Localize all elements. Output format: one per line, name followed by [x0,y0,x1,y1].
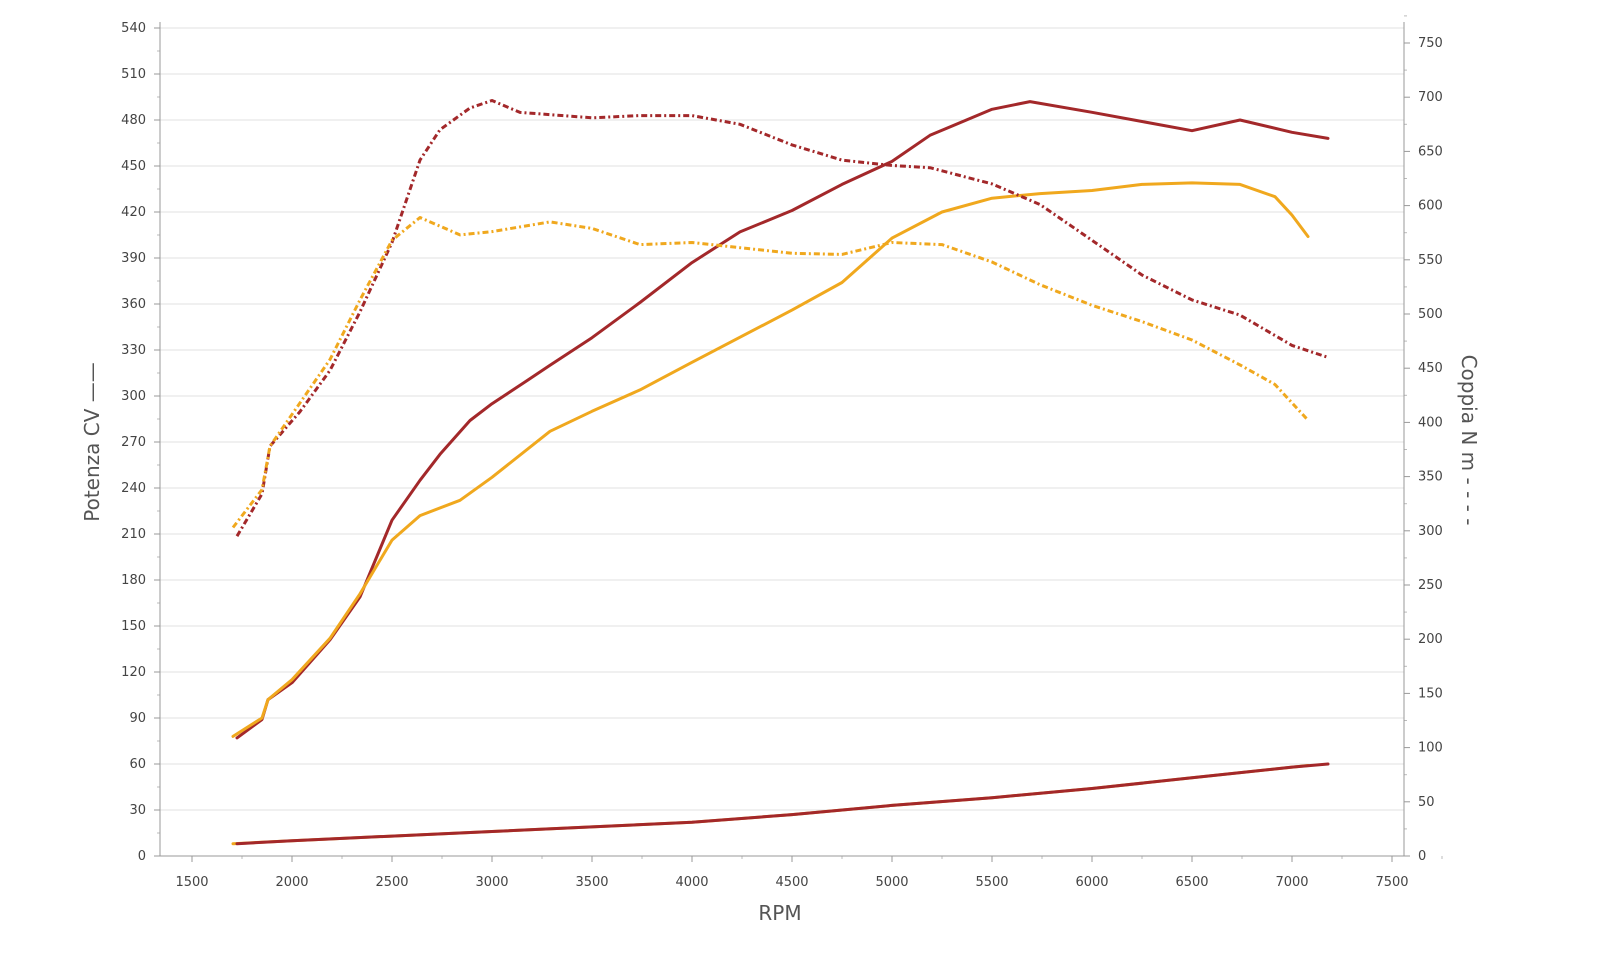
y-right-tick-label: 400 [1418,415,1443,430]
axes: 0 30 60 90 120 150 180 210 240 270 300 330 360 390 420… [121,15,1443,890]
y-left-tick-label: 210 [121,527,146,542]
x-tick-label: 4500 [775,875,808,890]
y-right-tick-label: 0 [1418,849,1426,864]
x-tick-label: 6000 [1075,875,1108,890]
y-left-tick-label: 270 [121,435,146,450]
y-right-tick-label: 600 [1418,199,1443,214]
x-tick-label: 5000 [875,875,908,890]
y-left-tick-label: 330 [121,343,146,358]
y-left-tick-label: 450 [121,159,146,174]
y-left-tick-label: 0 [138,849,146,864]
series-group [231,99,1330,846]
x-tick-label: 7000 [1275,875,1308,890]
y-right-tick-label: 550 [1418,253,1443,268]
grid-lines [160,27,1404,857]
series-line-2 [235,99,1329,537]
y-right-tick-label: 700 [1418,90,1443,105]
y-left-tick-label: 510 [121,67,146,82]
y-left-tick-label: 180 [121,573,146,588]
y-left-tick-label: 360 [121,297,146,312]
y-left-tick-label: 150 [121,619,146,634]
y-left-axis-title: Potenza CV —— [80,362,104,522]
y-right-tick-label: 500 [1418,307,1443,322]
x-tick-label: 4000 [675,875,708,890]
x-tick-label: 5500 [975,875,1008,890]
y-right-tick-label: 200 [1418,632,1443,647]
series-line-4 [231,764,1310,846]
y-right-tick-label: 100 [1418,741,1443,756]
y-right-tick-label: 350 [1418,470,1443,485]
y-left-tick-label: 240 [121,481,146,496]
y-left-tick-label: 60 [129,757,146,772]
series-line-3 [231,216,1310,529]
y-right-tick-label: 300 [1418,524,1443,539]
y-right-tick-label: 450 [1418,361,1443,376]
y-right-tick-label: 50 [1418,795,1435,810]
y-left-tick-label: 480 [121,113,146,128]
y-left-tick-label: 90 [129,711,146,726]
x-tick-label: 7500 [1375,875,1408,890]
y-left-tick-label: 30 [129,803,146,818]
series-line-1 [231,181,1310,738]
y-right-tick-label: 150 [1418,686,1443,701]
y-right-axis-title: Coppia N m - - - - [1457,355,1481,526]
x-tick-label: 6500 [1175,875,1208,890]
y-right-tick-label: 250 [1418,578,1443,593]
x-tick-label: 2000 [275,875,308,890]
x-tick-label: 1500 [175,875,208,890]
x-tick-label: 3000 [475,875,508,890]
y-right-tick-label: 650 [1418,144,1443,159]
series-line-0 [235,100,1330,740]
y-left-tick-label: 300 [121,389,146,404]
y-left-tick-label: 390 [121,251,146,266]
series-line-5 [235,762,1330,846]
x-tick-label: 2500 [375,875,408,890]
y-right-tick-label: 750 [1418,36,1443,51]
y-left-tick-label: 540 [121,21,146,36]
y-left-tick-label: 120 [121,665,146,680]
x-axis-title: RPM [758,901,801,925]
x-tick-label: 3500 [575,875,608,890]
y-left-tick-label: 420 [121,205,146,220]
